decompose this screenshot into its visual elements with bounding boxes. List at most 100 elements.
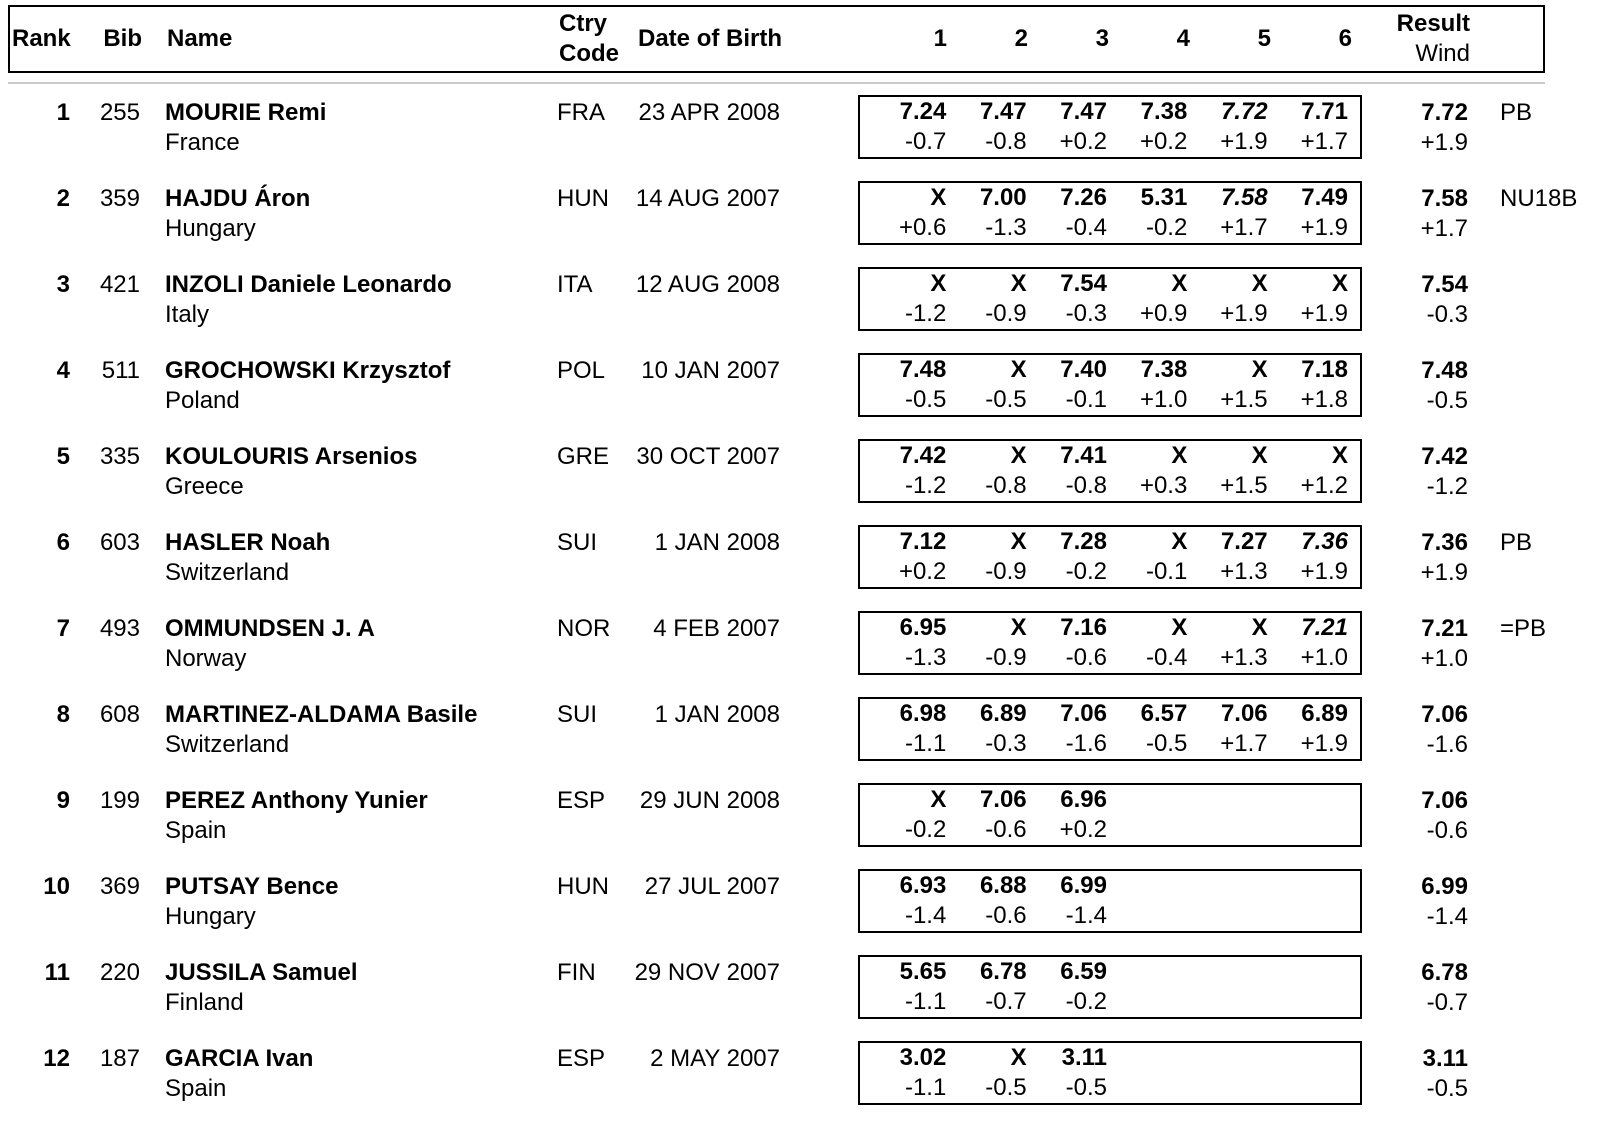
attempts: 7.12 +0.2 X -0.9 7.28 -0.2 X -0.1 <box>782 525 1364 611</box>
date-of-birth: 10 JAN 2007 <box>641 357 780 384</box>
attempt-mark: 7.47 <box>979 98 1027 125</box>
attempt-wind: -0.6 <box>985 902 1027 929</box>
attempt-mark: X <box>1010 442 1027 469</box>
attempt-mark: X <box>1331 270 1348 297</box>
attempt-mark: 7.36 <box>1301 528 1348 555</box>
bib-number: 199 <box>99 787 140 814</box>
attempts-box: 6.98 -1.1 6.89 -0.3 7.06 -1.6 6.57 -0.5 <box>858 697 1362 761</box>
result-mark: 7.06 <box>1421 787 1468 814</box>
record-note <box>1470 353 1600 439</box>
record-note: =PB <box>1500 615 1547 642</box>
country-code: ESP <box>557 787 606 814</box>
attempt-2: 6.78 -0.7 <box>946 957 1027 1017</box>
athlete-name: PEREZ Anthony Yunier <box>165 787 428 814</box>
attempt-4: 5.31 -0.2 <box>1107 183 1188 243</box>
attempt-mark: 7.18 <box>1301 356 1348 383</box>
attempt-mark: 7.06 <box>1060 700 1107 727</box>
country-code: SUI <box>557 701 598 728</box>
attempt-wind: -0.5 <box>1145 730 1188 757</box>
attempt-mark: 7.41 <box>1060 442 1107 469</box>
attempt-3: 7.06 -1.6 <box>1027 699 1107 759</box>
attempt-6 <box>1268 1043 1348 1103</box>
attempt-wind: -0.9 <box>985 300 1027 327</box>
attempt-mark: 7.00 <box>979 184 1027 211</box>
attempt-wind: +1.5 <box>1220 386 1268 413</box>
attempt-5: X +1.5 <box>1187 441 1267 501</box>
attempt-6: 6.89 +1.9 <box>1268 699 1348 759</box>
bib-number: 187 <box>99 1045 140 1072</box>
attempt-mark: 7.21 <box>1301 614 1348 641</box>
attempt-5: X +1.9 <box>1187 269 1267 329</box>
athlete-name: KOULOURIS Arsenios <box>165 443 418 470</box>
athlete-name: INZOLI Daniele Leonardo <box>165 271 452 298</box>
attempt-6 <box>1268 785 1348 845</box>
rank: 7 <box>56 615 70 642</box>
attempt-wind: +1.9 <box>1300 300 1348 327</box>
attempt-4 <box>1107 1043 1187 1103</box>
attempt-4: X +0.3 <box>1107 441 1187 501</box>
attempt-mark: 5.65 <box>899 958 947 985</box>
date-of-birth: 4 FEB 2007 <box>653 615 780 642</box>
bib-number: 608 <box>99 701 140 728</box>
attempt-mark: 7.40 <box>1060 356 1107 383</box>
attempts: 7.48 -0.5 X -0.5 7.40 -0.1 7.38 +1.0 <box>782 353 1364 439</box>
date-of-birth: 29 NOV 2007 <box>634 959 780 986</box>
attempt-3: 6.96 +0.2 <box>1027 785 1107 845</box>
col-header-bib: Bib <box>103 25 142 52</box>
rank: 5 <box>56 443 70 470</box>
attempt-6 <box>1268 957 1348 1017</box>
country-code: SUI <box>557 529 598 556</box>
bib-number: 493 <box>99 615 140 642</box>
attempts-box: 6.95 -1.3 X -0.9 7.16 -0.6 X -0.4 <box>858 611 1362 675</box>
attempt-wind: +0.2 <box>898 558 947 585</box>
attempt-mark: 7.06 <box>1220 700 1268 727</box>
athlete: GARCIA Ivan Spain <box>144 1041 552 1127</box>
result: 7.42 -1.2 <box>1364 439 1470 525</box>
attempt-mark: 7.48 <box>899 356 947 383</box>
attempt-wind: -0.3 <box>1065 300 1107 327</box>
attempt-3: 7.47 +0.2 <box>1027 97 1107 157</box>
athlete: HAJDU Áron Hungary <box>144 181 552 267</box>
attempt-mark: 7.58 <box>1220 184 1268 211</box>
athlete-country: Switzerland <box>165 731 290 758</box>
attempt-wind: +1.3 <box>1220 558 1268 585</box>
attempt-1: X +0.6 <box>866 183 946 243</box>
rank: 4 <box>56 357 70 384</box>
athlete-country: Italy <box>165 301 210 328</box>
attempt-wind: -0.9 <box>985 644 1027 671</box>
athlete: INZOLI Daniele Leonardo Italy <box>144 267 552 353</box>
attempt-wind: -0.6 <box>1065 644 1107 671</box>
attempt-mark: 7.28 <box>1060 528 1107 555</box>
attempt-3: 7.40 -0.1 <box>1027 355 1107 415</box>
attempts: X -0.2 7.06 -0.6 6.96 +0.2 <box>782 783 1364 869</box>
results-table-body: 1 255 MOURIE Remi France FRA 23 APR 2008… <box>8 95 1600 1127</box>
result-mark: 7.06 <box>1421 701 1468 728</box>
record-note <box>1470 697 1600 783</box>
attempt-mark: 6.88 <box>979 872 1027 899</box>
result-row: 2 359 HAJDU Áron Hungary HUN 14 AUG 2007… <box>8 181 1600 267</box>
attempt-mark: 7.71 <box>1301 98 1348 125</box>
result-mark: 7.72 <box>1421 99 1468 126</box>
attempt-3: 6.59 -0.2 <box>1027 957 1107 1017</box>
attempt-wind: -0.5 <box>904 386 947 413</box>
attempt-mark: 5.31 <box>1140 184 1188 211</box>
attempts-box: 7.42 -1.2 X -0.8 7.41 -0.8 X +0.3 <box>858 439 1362 503</box>
result-row: 12 187 GARCIA Ivan Spain ESP 2 MAY 2007 … <box>8 1041 1600 1127</box>
result-mark: 7.58 <box>1421 185 1468 212</box>
athlete-country: Norway <box>165 645 247 672</box>
attempt-wind: -0.5 <box>985 1074 1027 1101</box>
attempt-mark: 7.16 <box>1060 614 1107 641</box>
athlete-name: MOURIE Remi <box>165 99 327 126</box>
attempts-box: X +0.6 7.00 -1.3 7.26 -0.4 5.31 -0.2 <box>858 181 1362 245</box>
attempt-1: 6.98 -1.1 <box>866 699 947 759</box>
attempt-wind: -1.1 <box>904 988 947 1015</box>
col-header-name: Name <box>167 25 233 52</box>
athlete-country: Spain <box>165 817 227 844</box>
attempts: X +0.6 7.00 -1.3 7.26 -0.4 5.31 -0.2 <box>782 181 1364 267</box>
attempt-mark: X <box>1171 270 1188 297</box>
result-row: 5 335 KOULOURIS Arsenios Greece GRE 30 O… <box>8 439 1600 525</box>
bib-number: 335 <box>99 443 140 470</box>
athlete-name: JUSSILA Samuel <box>165 959 358 986</box>
attempt-wind: +1.7 <box>1300 128 1348 155</box>
result: 7.58 +1.7 <box>1364 181 1470 267</box>
